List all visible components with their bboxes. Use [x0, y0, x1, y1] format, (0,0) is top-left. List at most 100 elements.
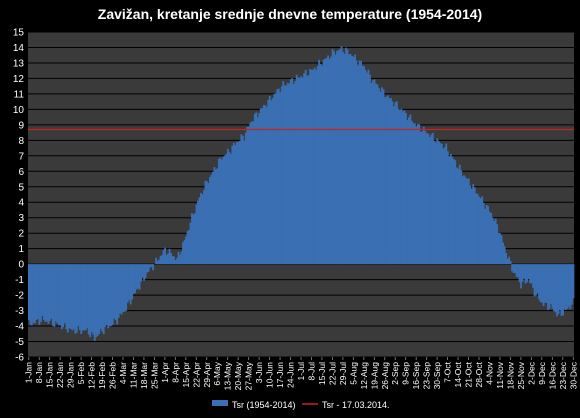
bar — [228, 151, 231, 265]
chart-title: Zavižan, kretanje srednje dnevne tempera… — [97, 6, 483, 22]
x-tick-label: 28-Oct — [474, 361, 484, 387]
x-tick-label: 16-Sep — [411, 362, 421, 390]
bar — [129, 264, 132, 305]
bar — [392, 106, 395, 265]
bar — [413, 123, 416, 265]
x-tick-label: 30-Sep — [432, 362, 442, 390]
bar — [262, 105, 265, 265]
legend-swatch-bars — [212, 400, 228, 406]
bar — [446, 151, 449, 265]
bar — [469, 185, 472, 265]
bar — [548, 264, 551, 309]
bar — [476, 193, 479, 265]
x-tick-label: 16-Dec — [547, 361, 557, 389]
bar — [424, 130, 427, 265]
x-tick-label: 24-Jun — [286, 362, 296, 388]
bar — [116, 264, 119, 325]
bar — [563, 264, 566, 310]
x-tick-label: 1-Apr — [160, 362, 170, 383]
bar — [96, 264, 99, 336]
bar — [324, 58, 327, 265]
bar — [267, 99, 270, 265]
bar — [77, 264, 80, 327]
bar — [451, 156, 454, 265]
x-tick-label: 5-Feb — [76, 362, 86, 384]
bar — [354, 54, 356, 265]
bar — [369, 74, 371, 265]
bar — [270, 100, 273, 265]
bar — [505, 253, 508, 265]
bar — [102, 264, 105, 335]
bar — [319, 64, 322, 265]
bar — [431, 132, 434, 265]
bar — [568, 264, 570, 307]
bar — [38, 264, 41, 325]
bar — [551, 264, 554, 309]
bar — [204, 180, 207, 265]
x-tick-label: 8-Apr — [170, 362, 180, 383]
x-tick-label: 3-Jun — [254, 362, 264, 384]
bar — [490, 212, 493, 265]
bar — [443, 147, 446, 265]
bar — [66, 264, 69, 333]
y-tick-label: 5 — [18, 182, 24, 193]
bar — [128, 264, 131, 301]
bar — [404, 112, 407, 265]
bar — [176, 258, 178, 265]
bar — [440, 143, 443, 265]
bar — [328, 58, 331, 265]
bar — [494, 218, 497, 265]
bar — [361, 65, 364, 265]
bar — [250, 121, 253, 265]
x-tick-label: 8-Jan — [34, 362, 44, 384]
bar — [331, 49, 334, 265]
bar — [406, 119, 409, 265]
bar — [463, 175, 466, 265]
legend-label-line: Tsr - 17.03.2014. — [322, 400, 390, 410]
bar — [409, 114, 412, 265]
bar — [439, 143, 442, 265]
bar — [394, 102, 397, 265]
bar — [162, 250, 165, 265]
bar — [98, 264, 101, 334]
bar — [84, 264, 87, 331]
bar — [56, 264, 59, 324]
bar — [47, 264, 50, 324]
bar — [45, 264, 48, 322]
bar — [336, 50, 338, 265]
bar — [312, 69, 315, 265]
bar — [445, 143, 448, 265]
bar — [304, 69, 307, 265]
bar — [219, 157, 222, 265]
bar — [72, 264, 75, 330]
bar — [511, 264, 514, 272]
bar — [366, 72, 368, 265]
bar — [562, 264, 564, 316]
bar — [488, 211, 491, 265]
y-tick-label: -2 — [15, 291, 24, 302]
x-tick-label: 26-Aug — [380, 362, 390, 390]
bar — [220, 159, 223, 265]
bar — [436, 138, 439, 265]
bar — [65, 264, 68, 330]
bar — [455, 167, 458, 265]
bar — [484, 208, 487, 265]
bar — [541, 264, 543, 303]
bar — [330, 56, 333, 265]
bar — [517, 264, 520, 278]
bar — [398, 109, 401, 265]
y-tick-label: -1 — [15, 275, 24, 286]
bar — [279, 92, 282, 265]
bar — [271, 98, 274, 265]
bar — [421, 131, 424, 265]
bar — [194, 213, 196, 265]
bar — [158, 259, 160, 265]
bar — [174, 260, 177, 265]
bar — [333, 51, 336, 265]
y-tick-label: 15 — [13, 28, 25, 39]
bar — [343, 53, 346, 265]
bar — [535, 264, 537, 296]
x-tick-label: 7-Oct — [443, 361, 453, 382]
